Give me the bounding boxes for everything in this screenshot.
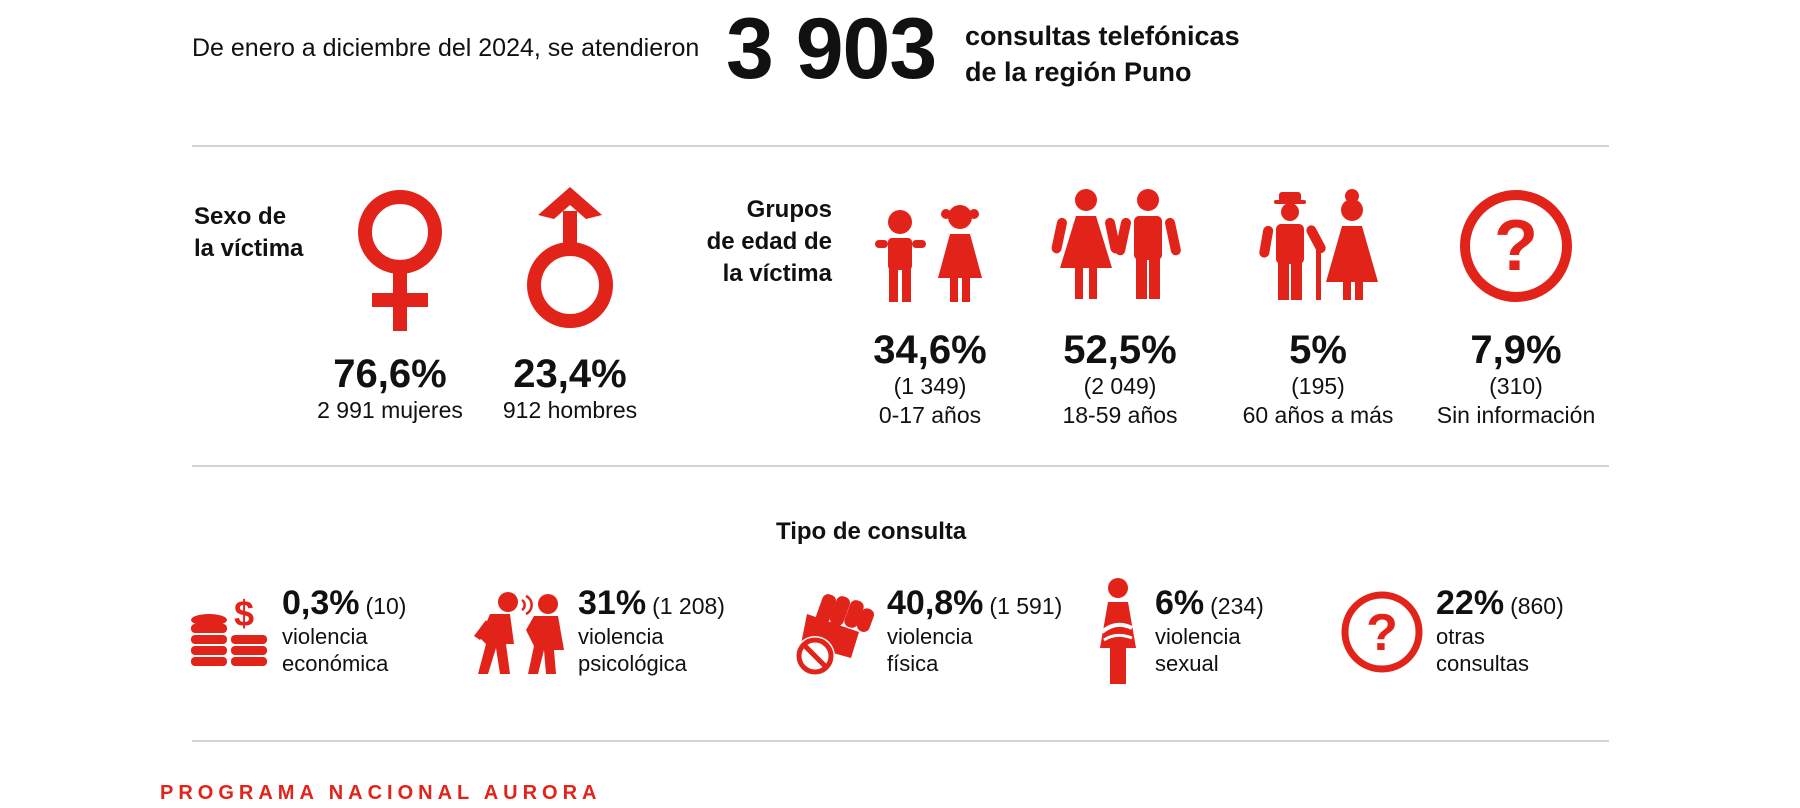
age-stat-unknown: 7,9% (310) Sin información — [1400, 328, 1632, 430]
svg-text:?: ? — [1366, 604, 1398, 662]
intro-subtitle: consultas telefónicas de la región Puno — [965, 18, 1240, 90]
type-count: (234) — [1210, 593, 1264, 619]
type-pct: 0,3% — [282, 584, 360, 622]
divider-middle — [192, 465, 1609, 467]
type-physical: 40,8% (1 591) violencia física — [887, 584, 1062, 677]
type-count: (1 208) — [652, 593, 725, 619]
svg-text:$: $ — [234, 593, 254, 634]
type-other: 22% (860) otras consultas — [1436, 584, 1564, 677]
age-stat-60-plus: 5% (195) 60 años a más — [1213, 328, 1423, 430]
intro-line-1: consultas telefónicas — [965, 21, 1240, 51]
footer-program-name: PROGRAMA NACIONAL AURORA — [160, 782, 602, 804]
type-label-line-1: violencia — [578, 624, 664, 649]
psychological-violence-icon — [474, 592, 564, 674]
type-pct: 40,8% — [887, 584, 984, 622]
age-label-line-3: la víctima — [722, 260, 832, 287]
type-label-line-2: sexual — [1155, 651, 1219, 676]
types-title: Tipo de consulta — [776, 518, 967, 545]
sex-label-line-1: Sexo de — [194, 203, 287, 230]
intro-line-2: de la región Puno — [965, 57, 1192, 87]
type-label-line-1: violencia — [282, 624, 368, 649]
age-pct: 5% — [1289, 328, 1347, 372]
age-stat-18-59: 52,5% (2 049) 18-59 años — [1030, 328, 1210, 430]
age-range: 18-59 años — [1062, 402, 1178, 428]
children-icon — [875, 205, 982, 302]
type-label-line-2: psicológica — [578, 651, 687, 676]
type-pct: 6% — [1155, 584, 1205, 622]
female-pct: 76,6% — [333, 352, 447, 396]
type-economic: 0,3% (10) violencia económica — [282, 584, 406, 677]
age-label: Grupos de edad de la víctima — [650, 194, 832, 290]
age-stat-0-17: 34,6% (1 349) 0-17 años — [840, 328, 1020, 430]
sex-label-line-2: la víctima — [194, 235, 304, 262]
age-label-line-1: Grupos — [746, 196, 832, 223]
age-count: (310) — [1489, 373, 1543, 399]
type-pct: 22% — [1436, 584, 1505, 622]
age-count: (2 049) — [1083, 373, 1157, 399]
male-symbol-icon — [527, 187, 613, 328]
male-detail: 912 hombres — [502, 397, 638, 423]
type-label-line-1: violencia — [1155, 624, 1241, 649]
type-count: (1 591) — [989, 593, 1063, 619]
female-symbol-icon — [358, 190, 442, 331]
type-label-line-2: económica — [282, 651, 389, 676]
age-label-line-2: de edad de — [706, 228, 832, 255]
type-count: (860) — [1510, 593, 1564, 619]
type-label-line-2: física — [887, 651, 939, 676]
intro-text: De enero a diciembre del 2024, se atendi… — [192, 34, 700, 62]
coins-money-icon: $ — [191, 593, 267, 666]
age-pct: 34,6% — [873, 328, 987, 372]
age-range: Sin información — [1436, 402, 1596, 428]
male-stat: 23,4% 912 hombres — [480, 352, 660, 425]
male-pct: 23,4% — [513, 352, 627, 396]
type-label-line-1: violencia — [887, 624, 973, 649]
total-consultations: 3 903 — [726, 1, 937, 97]
type-count: (10) — [365, 593, 407, 619]
elderly-icon — [1259, 189, 1378, 300]
type-label-line-2: consultas — [1436, 651, 1529, 676]
age-count: (195) — [1291, 373, 1345, 399]
divider-bottom — [192, 740, 1609, 742]
age-range: 0-17 años — [878, 402, 982, 428]
age-pct: 52,5% — [1063, 328, 1177, 372]
age-pct: 7,9% — [1470, 328, 1562, 372]
sexual-violence-icon — [1100, 578, 1136, 684]
female-detail: 2 991 mujeres — [317, 397, 463, 423]
physical-violence-fist-icon — [795, 594, 874, 676]
age-range: 60 años a más — [1242, 402, 1394, 428]
question-mark-icon: ? — [1460, 190, 1572, 302]
sex-label: Sexo de la víctima — [194, 201, 303, 265]
type-label-line-1: otras — [1436, 624, 1485, 649]
type-psychological: 31% (1 208) violencia psicológica — [578, 584, 725, 677]
type-sexual: 6% (234) violencia sexual — [1155, 584, 1264, 677]
female-stat: 76,6% 2 991 mujeres — [300, 352, 480, 425]
svg-text:?: ? — [1494, 206, 1538, 286]
age-count: (1 349) — [893, 373, 967, 399]
type-pct: 31% — [578, 584, 647, 622]
adults-icon — [1051, 189, 1181, 299]
other-consultations-question-icon: ? — [1341, 591, 1423, 673]
divider-top — [192, 145, 1609, 147]
